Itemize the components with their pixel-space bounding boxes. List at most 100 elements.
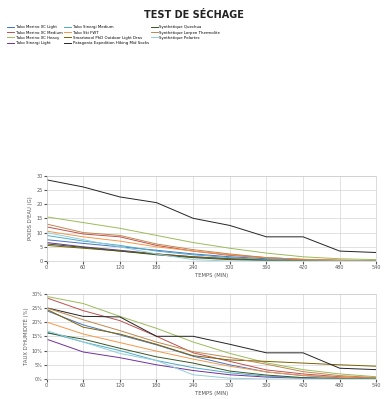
Tako Sinergi Light [81,245,85,249]
Synthétique Quechua [44,241,49,246]
Tako Sinergi Medium [227,255,232,260]
Patagonia Expedition Hiking Mid Socks [374,250,379,255]
Tako Ski FWT [374,259,379,263]
Synthétique Lorpen Thermolite [191,247,196,252]
Tako Merino XC Medium [227,253,232,258]
Synthétique Polartec [374,259,379,263]
Tako Ski FWT [154,245,159,249]
Patagonia Expedition Hiking Mid Socks [44,178,49,182]
Tako Ski FWT [301,257,305,262]
Y-axis label: TAUX D'HUMIDITÉ (%): TAUX D'HUMIDITÉ (%) [23,308,29,365]
Synthétique Quechua [301,259,305,263]
Synthétique Quechua [191,255,196,260]
Tako Merino XC Medium [374,259,379,263]
Patagonia Expedition Hiking Mid Socks [191,216,196,221]
Smartwool PhD Outdoor Light Drav [264,258,269,263]
Tako Merino XC Medium [154,243,159,248]
Smartwool PhD Outdoor Light Drav [154,251,159,256]
Tako Sinergi Medium [191,253,196,257]
Smartwool PhD Outdoor Light Drav [227,257,232,261]
Synthétique Lorpen Thermolite [81,230,85,235]
Synthétique Polartec [264,259,269,263]
Tako Sinergi Light [118,248,122,253]
Tako Merino XC Medium [191,249,196,253]
Line: Tako Sinergi Medium: Tako Sinergi Medium [47,235,376,261]
Tako Sinergi Light [191,255,196,259]
Smartwool PhD Outdoor Light Drav [301,259,305,263]
Line: Smartwool PhD Outdoor Light Drav: Smartwool PhD Outdoor Light Drav [47,245,376,261]
Line: Tako Ski FWT: Tako Ski FWT [47,231,376,261]
Synthétique Polartec [118,245,122,249]
Synthétique Lorpen Thermolite [374,259,379,263]
Tako Merino XC Medium [301,257,305,262]
Synthétique Polartec [338,259,342,263]
Synthétique Lorpen Thermolite [227,251,232,256]
Smartwool PhD Outdoor Light Drav [118,249,122,253]
Tako Merino XC Light [227,255,232,259]
Y-axis label: POIDS D'EAU (G): POIDS D'EAU (G) [28,196,33,240]
Patagonia Expedition Hiking Mid Socks [154,200,159,205]
Tako Merino XC Light [264,257,269,261]
Tako Merino XC Light [301,257,305,262]
Tako Sinergi Light [301,259,305,263]
Tako Sinergi Medium [374,259,379,263]
Tako Ski FWT [338,258,342,263]
Tako Merino XC Heavy [154,233,159,238]
Tako Sinergi Medium [118,243,122,248]
Patagonia Expedition Hiking Mid Socks [338,249,342,253]
Smartwool PhD Outdoor Light Drav [374,259,379,263]
Tako Merino XC Light [118,245,122,249]
Synthétique Lorpen Thermolite [301,257,305,262]
Patagonia Expedition Hiking Mid Socks [264,235,269,239]
Tako Sinergi Light [227,257,232,261]
Synthétique Polartec [44,230,49,235]
Smartwool PhD Outdoor Light Drav [81,246,85,251]
Tako Merino XC Light [191,251,196,256]
Line: Tako Merino XC Medium: Tako Merino XC Medium [47,227,376,261]
Synthétique Quechua [264,258,269,263]
Text: TEST DE SÉCHAGE: TEST DE SÉCHAGE [144,10,244,20]
Synthétique Quechua [154,253,159,257]
Tako Sinergi Medium [44,233,49,238]
Legend: Tako Merino XC Light, Tako Merino XC Medium, Tako Merino XC Heavy, Tako Sinergi : Tako Merino XC Light, Tako Merino XC Med… [6,24,221,47]
Tako Merino XC Heavy [227,246,232,251]
Tako Sinergi Light [374,259,379,263]
Synthétique Lorpen Thermolite [338,258,342,263]
Synthétique Quechua [338,259,342,263]
Synthétique Polartec [301,259,305,263]
Line: Synthétique Quechua: Synthétique Quechua [47,244,376,261]
Line: Synthétique Lorpen Thermolite: Synthétique Lorpen Thermolite [47,224,376,261]
Tako Merino XC Medium [338,258,342,263]
Tako Sinergi Medium [81,239,85,243]
Patagonia Expedition Hiking Mid Socks [227,223,232,228]
Synthétique Lorpen Thermolite [44,221,49,226]
Tako Merino XC Medium [118,235,122,239]
Smartwool PhD Outdoor Light Drav [191,255,196,259]
Tako Sinergi Medium [154,249,159,253]
Synthétique Polartec [154,251,159,256]
Tako Sinergi Light [44,240,49,245]
Tako Merino XC Heavy [301,255,305,259]
Tako Ski FWT [264,255,269,260]
Patagonia Expedition Hiking Mid Socks [81,185,85,190]
Synthétique Polartec [227,259,232,263]
Tako Merino XC Heavy [81,220,85,225]
Tako Sinergi Medium [338,259,342,263]
Tako Merino XC Light [154,248,159,253]
Tako Merino XC Heavy [44,215,49,219]
Synthétique Quechua [118,249,122,253]
X-axis label: TEMPS (MIN): TEMPS (MIN) [195,273,228,278]
Synthétique Polartec [191,257,196,262]
Tako Ski FWT [44,229,49,233]
Tako Sinergi Light [338,259,342,263]
Smartwool PhD Outdoor Light Drav [44,243,49,248]
Patagonia Expedition Hiking Mid Socks [301,235,305,239]
Tako Sinergi Medium [301,258,305,263]
Line: Tako Sinergi Light: Tako Sinergi Light [47,243,376,261]
Tako Merino XC Heavy [264,251,269,255]
Tako Sinergi Light [264,258,269,263]
Tako Merino XC Light [374,259,379,263]
Synthétique Lorpen Thermolite [154,241,159,246]
Tako Merino XC Medium [81,231,85,236]
Synthétique Quechua [227,257,232,262]
